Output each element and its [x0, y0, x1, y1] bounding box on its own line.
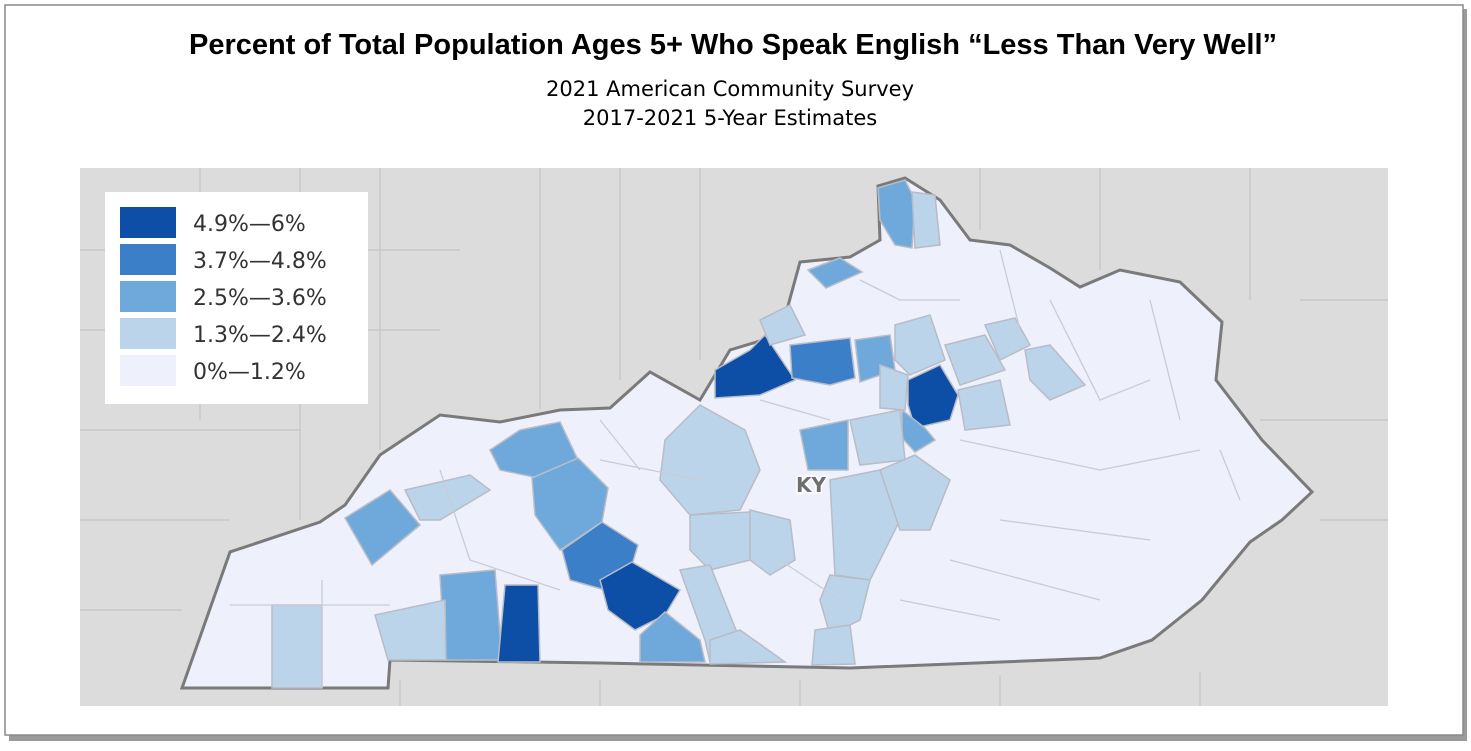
legend-label: 2.5%—3.6%: [193, 286, 327, 311]
county: [759, 303, 807, 346]
legend-swatch: [120, 281, 176, 312]
county: [789, 337, 856, 386]
county: [689, 511, 751, 571]
county: [374, 599, 447, 661]
state-outline: [179, 176, 1315, 690]
county: [829, 469, 901, 581]
legend-swatch: [120, 207, 176, 238]
county: [639, 611, 706, 663]
county: [403, 474, 492, 521]
county: [911, 191, 941, 249]
map: KY: [80, 168, 1388, 706]
county: [806, 257, 864, 289]
county: [709, 629, 788, 665]
county: [343, 489, 422, 567]
county: [497, 584, 541, 663]
legend-swatch: [120, 355, 176, 386]
county: [877, 179, 916, 249]
legend-label: 4.9%—6%: [193, 212, 306, 237]
county: [944, 334, 1007, 386]
county: [749, 509, 796, 576]
county: [907, 364, 959, 429]
county: [879, 454, 951, 531]
county: [271, 604, 323, 689]
legend: 4.9%—6% 3.7%—4.8% 2.5%—3.6% 1.3%—2.4% 0%—1.2…: [120, 207, 327, 386]
county: [849, 409, 906, 466]
county: [957, 379, 1011, 431]
counties: [271, 179, 1087, 689]
subtitle: 2017-2021 5-Year Estimates: [583, 106, 877, 130]
legend-swatch: [120, 244, 176, 275]
county: [1024, 344, 1087, 401]
subtitle: 2021 American Community Survey: [546, 77, 914, 101]
county: [894, 314, 946, 376]
legend-swatch: [120, 318, 176, 349]
county: [714, 333, 797, 399]
county: [659, 404, 761, 516]
county: [439, 569, 503, 661]
county: [799, 419, 849, 471]
legend-label: 0%—1.2%: [193, 360, 306, 385]
legend-label: 3.7%—4.8%: [193, 249, 327, 274]
county-borders: [230, 249, 1241, 688]
county: [811, 624, 856, 666]
legend-label: 1.3%—2.4%: [193, 323, 327, 348]
title: Percent of Total Population Ages 5+ Who …: [189, 29, 1277, 61]
map-label: KY: [796, 473, 826, 497]
county: [879, 363, 909, 411]
county: [983, 317, 1032, 362]
